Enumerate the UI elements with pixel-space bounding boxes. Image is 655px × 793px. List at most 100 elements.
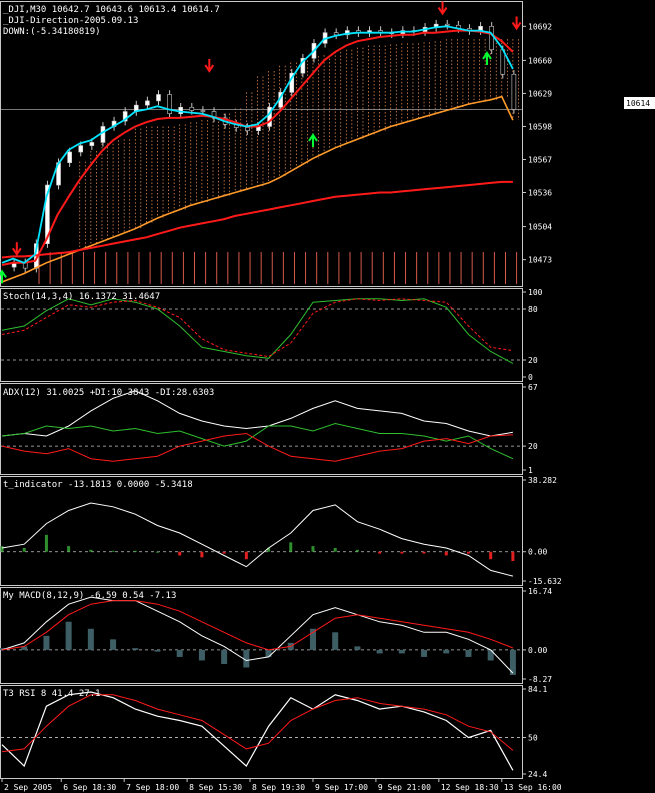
macd-hist-bar <box>398 649 405 654</box>
candle-body <box>333 32 339 36</box>
main-tick-label: 10473 <box>528 256 552 265</box>
main-tick-label: 10504 <box>528 223 552 232</box>
candle-body <box>167 94 172 114</box>
macd-tick-label: 0.00 <box>528 646 547 655</box>
tind-hist-bar <box>178 551 182 556</box>
candle-body <box>200 110 206 112</box>
stoch-tick-label: 100 <box>528 288 543 297</box>
macd-hist-bar <box>332 632 339 650</box>
rsi-tick-label: 24.4 <box>528 770 547 779</box>
x-tick-label: 13 Sep 16:00 <box>504 783 562 792</box>
main-tick-label: 10567 <box>528 155 552 164</box>
candle-body <box>511 73 517 110</box>
macd-hist-bar <box>21 646 28 650</box>
adx-plus-di-line <box>1 422 514 460</box>
tind-hist-bar <box>333 547 337 552</box>
macd-hist-bar <box>65 621 72 650</box>
signal-up-arrow <box>482 51 492 65</box>
tind-hist-bar <box>22 547 26 552</box>
candle-body <box>189 106 195 111</box>
series-orange-ma <box>1 95 514 283</box>
rsi-signal-line <box>1 694 514 753</box>
main-tick-label: 10660 <box>528 56 552 65</box>
x-tick-label: 12 Sep 18:30 <box>441 783 499 792</box>
x-tick-label: 7 Sep 18:00 <box>126 783 179 792</box>
main-tick-label: 10692 <box>528 22 552 31</box>
x-tick-label: 6 Sep 18:30 <box>63 783 116 792</box>
tind-hist-bar <box>422 551 426 554</box>
macd-hist-bar <box>265 649 272 657</box>
adx-tick-label: 1 <box>528 466 533 475</box>
macd-hist-bar <box>309 628 316 650</box>
macd-hist-bar <box>43 635 50 650</box>
candle-body <box>156 94 161 102</box>
tind-hist-bar <box>400 551 404 554</box>
candle-body <box>444 23 450 26</box>
adx-minus-di-line <box>1 432 513 462</box>
tind-tick-label: 38.282 <box>528 476 557 485</box>
candle-body <box>145 100 150 106</box>
rsi-title: T3 RSI 8 41.4 27.1 <box>3 689 101 699</box>
stoch-signal-line <box>1 298 513 358</box>
tind-hist-bar <box>489 551 493 560</box>
series-red-ma <box>1 29 514 266</box>
signal-down-arrow <box>511 16 522 31</box>
adx-line <box>1 390 513 437</box>
signal-up-arrow <box>0 269 7 284</box>
x-tick-label: 9 Sep 17:00 <box>315 783 368 792</box>
series-red-slow-ma <box>1 180 513 259</box>
tind-hist-bar <box>89 549 93 552</box>
signal-up-arrow <box>308 133 318 147</box>
tind-line <box>1 502 514 577</box>
macd-hist-bar <box>176 649 183 657</box>
tind-hist-bar <box>466 551 470 554</box>
signal-down-arrow <box>204 59 215 73</box>
tind-hist-bar <box>133 550 137 552</box>
x-tick-label: 2 Sep 2005 <box>4 783 52 792</box>
macd-tick-label: -8.27 <box>528 675 552 684</box>
main-tick-label: 10629 <box>528 89 552 98</box>
series-cyan-ma <box>1 25 514 264</box>
candle-body <box>67 151 72 163</box>
macd-hist-bar <box>132 648 139 650</box>
candle-body <box>267 106 272 127</box>
macd-hist-bar <box>221 649 228 664</box>
stoch-tick-label: 20 <box>528 356 538 365</box>
macd-hist-bar <box>354 646 361 650</box>
tind-hist-bar <box>222 551 226 554</box>
tind-hist-bar <box>155 551 159 553</box>
adx-tick-label: 67 <box>528 383 538 392</box>
macd-hist-bar <box>198 649 205 661</box>
macd-hist-bar <box>243 649 250 668</box>
signal-down-arrow <box>11 242 22 257</box>
tind-hist-bar <box>378 551 382 554</box>
macd-hist-bar <box>487 649 494 661</box>
candle-body <box>245 127 250 132</box>
candle-body <box>45 184 50 244</box>
macd-signal-line <box>1 600 514 651</box>
candle-body <box>178 106 184 114</box>
stoch-main-line <box>1 298 514 364</box>
x-tick-label: 9 Sep 21:00 <box>378 783 431 792</box>
tind-hist-bar <box>200 551 204 558</box>
tind-hist-bar <box>355 549 359 552</box>
macd-hist-bar <box>376 649 383 654</box>
tind-hist-bar <box>444 551 448 556</box>
macd-hist-bar <box>154 649 161 652</box>
macd-line <box>1 596 514 674</box>
main-title-1: _DJI,M30 10642.7 10643.6 10613.4 10614.7 <box>3 5 220 15</box>
main-title-2: _DJI-Direction-2005.09.13 <box>3 16 138 26</box>
price-box <box>624 97 655 109</box>
adx-title: ADX(12) 31.0025 +DI:10.3843 -DI:28.6303 <box>3 388 214 398</box>
tind-hist-bar <box>111 550 115 552</box>
tind-hist-bar <box>244 551 248 560</box>
price-box-label: 10614 <box>626 99 650 108</box>
macd-hist-bar <box>421 649 428 657</box>
macd-hist-bar <box>0 648 5 650</box>
tind-hist-bar <box>0 546 4 552</box>
x-tick-label: 8 Sep 19:30 <box>252 783 305 792</box>
tind-tick-label: 0.00 <box>528 548 547 557</box>
macd-hist-bar <box>87 628 94 650</box>
